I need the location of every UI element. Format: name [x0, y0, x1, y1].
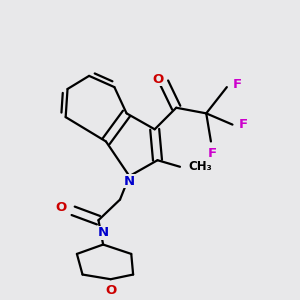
Text: F: F	[233, 78, 242, 92]
Text: N: N	[124, 175, 135, 188]
Text: O: O	[56, 201, 67, 214]
Text: F: F	[208, 147, 217, 160]
Text: CH₃: CH₃	[188, 160, 212, 173]
Text: O: O	[152, 73, 164, 85]
Text: F: F	[239, 118, 248, 131]
Text: N: N	[98, 226, 109, 239]
Text: O: O	[105, 284, 116, 297]
